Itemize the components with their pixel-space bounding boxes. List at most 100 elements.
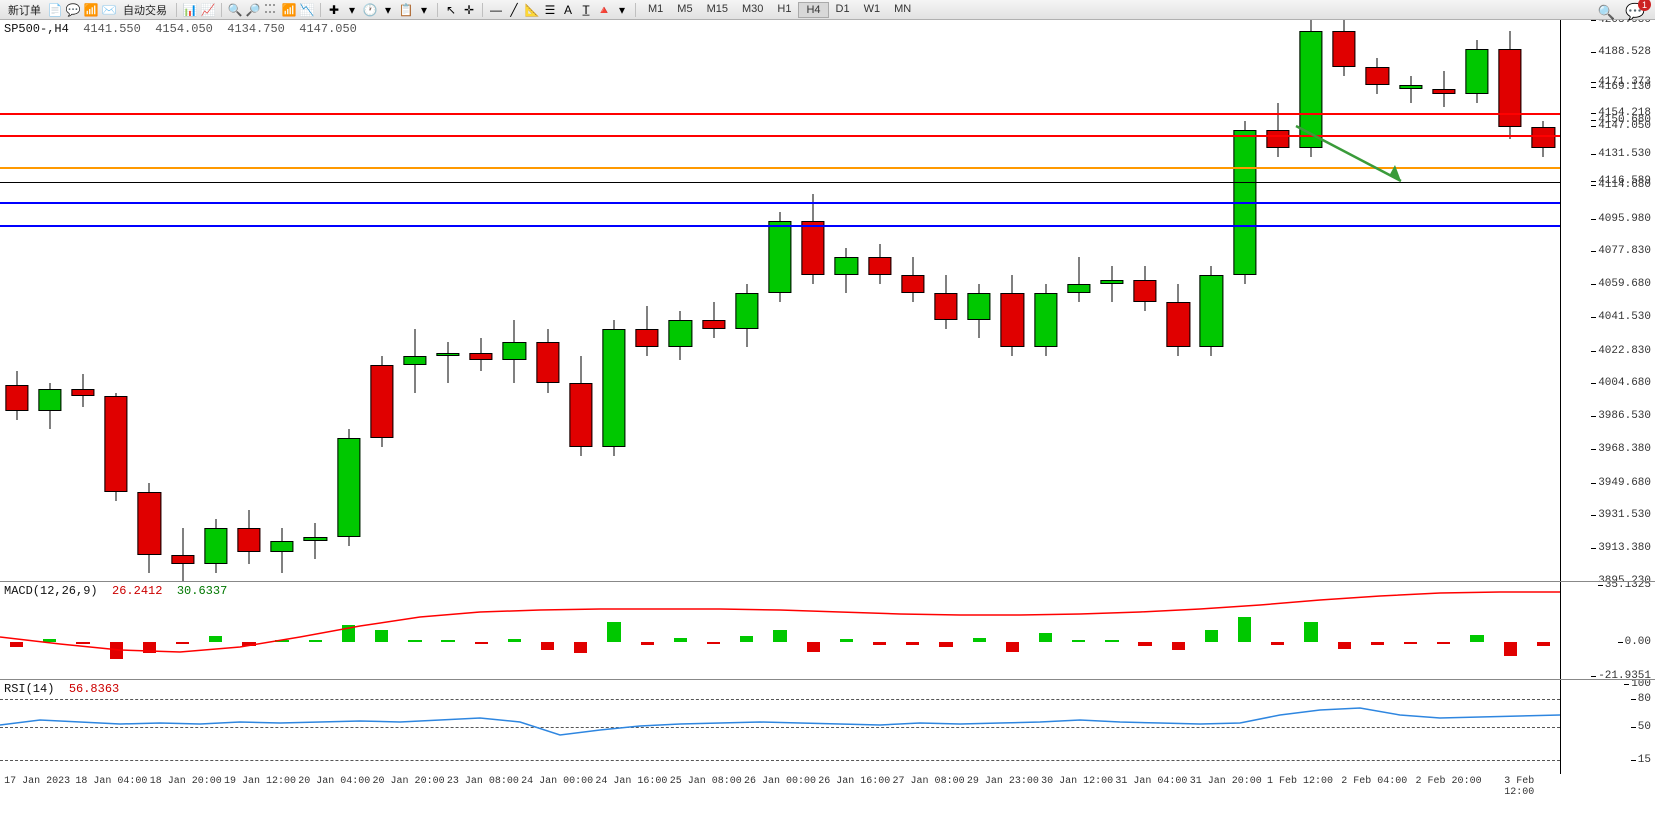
candle-wick[interactable]	[1111, 266, 1112, 302]
time-axis-tick[interactable]: 24 Jan 00:00	[521, 776, 593, 787]
search-icon[interactable]: 🔍	[1598, 4, 1615, 21]
signal-icon[interactable]: 📶	[83, 2, 99, 18]
zoom-out-icon[interactable]: 🔎	[245, 2, 261, 18]
time-axis-tick[interactable]: 18 Jan 20:00	[150, 776, 222, 787]
candle-body[interactable]	[1200, 275, 1223, 347]
macd-axis-tick[interactable]: 35.1325	[1605, 582, 1651, 591]
price-axis-tick[interactable]: 4147.050	[1598, 120, 1651, 132]
candle-body[interactable]	[1001, 293, 1024, 347]
candle-body[interactable]	[370, 365, 393, 437]
resistance-line-1[interactable]	[0, 113, 1560, 115]
time-axis-tick[interactable]: 30 Jan 12:00	[1041, 776, 1113, 787]
timeframe-m1[interactable]: M1	[641, 2, 670, 18]
price-axis-tick[interactable]: 3968.380	[1598, 443, 1651, 455]
price-axis-tick[interactable]: 3949.680	[1598, 477, 1651, 489]
price-axis-tick[interactable]: 4114.680	[1598, 179, 1651, 191]
zoom-in-icon[interactable]: 🔍	[227, 2, 243, 18]
line-icon[interactable]: —	[488, 2, 504, 18]
chart-bar-up-icon[interactable]: 📶	[281, 2, 297, 18]
shapes-icon[interactable]: 🔺	[596, 2, 612, 18]
candlestick-series[interactable]	[0, 20, 1560, 581]
candle-wick[interactable]	[448, 342, 449, 384]
candle-body[interactable]	[735, 293, 758, 329]
candle-body[interactable]	[1532, 127, 1555, 149]
candle-body[interactable]	[237, 528, 260, 552]
timeframe-m5[interactable]: M5	[670, 2, 699, 18]
macd-axis-tick[interactable]: 0.00	[1625, 636, 1651, 648]
candle-body[interactable]	[38, 389, 61, 411]
time-axis-tick[interactable]: 24 Jan 16:00	[595, 776, 667, 787]
channel-icon[interactable]: ☰	[542, 2, 558, 18]
macd-axis-tick[interactable]: -21.9351	[1598, 670, 1651, 680]
price-axis-tick[interactable]: 4188.528	[1598, 46, 1651, 58]
dropdown-chevron-1[interactable]: ▾	[344, 2, 360, 18]
candle-body[interactable]	[171, 555, 194, 564]
arrow-pointer-icon[interactable]: ↖	[443, 2, 459, 18]
rsi-axis-tick[interactable]: 15	[1638, 754, 1651, 766]
time-axis-tick[interactable]: 26 Jan 00:00	[744, 776, 816, 787]
candle-wick[interactable]	[1410, 76, 1411, 103]
timeframe-d1[interactable]: D1	[829, 2, 857, 18]
time-axis[interactable]: 17 Jan 2023 18 Jan 04:00 18 Jan 20:00 19 Ja…	[0, 774, 1560, 794]
candle-body[interactable]	[1366, 67, 1389, 85]
candle-body[interactable]	[569, 383, 592, 446]
time-axis-tick[interactable]: 19 Jan 12:00	[224, 776, 296, 787]
dropdown-chevron-2[interactable]: ▾	[380, 2, 396, 18]
candle-body[interactable]	[105, 396, 128, 492]
candle-body[interactable]	[768, 221, 791, 293]
candle-body[interactable]	[1067, 284, 1090, 293]
timeframe-m30[interactable]: M30	[735, 2, 770, 18]
chart-bar-down-icon[interactable]: 📉	[299, 2, 315, 18]
price-axis-tick[interactable]: 3931.530	[1598, 509, 1651, 521]
crosshair-icon[interactable]: ✛	[461, 2, 477, 18]
price-axis-tick[interactable]: 3913.380	[1598, 542, 1651, 554]
notification-icon[interactable]: 💬 1	[1625, 2, 1645, 22]
macd-axis[interactable]: 35.1325 0.00 -21.9351	[1560, 582, 1655, 679]
candle-body[interactable]	[602, 329, 625, 447]
trend-arrow-annotation[interactable]	[1291, 121, 1411, 191]
time-axis-tick[interactable]: 27 Jan 08:00	[893, 776, 965, 787]
time-axis-tick[interactable]: 23 Jan 08:00	[447, 776, 519, 787]
candle-body[interactable]	[1432, 89, 1455, 94]
candle-wick[interactable]	[315, 523, 316, 559]
rsi-axis[interactable]: 100 80 50 15	[1560, 680, 1655, 774]
time-axis-tick[interactable]: 2 Feb 20:00	[1416, 776, 1482, 787]
price-axis-tick[interactable]: 4041.530	[1598, 311, 1651, 323]
price-panel[interactable]: SP500-,H4 4141.550 4154.050 4134.750 414…	[0, 20, 1655, 582]
candle-body[interactable]	[1034, 293, 1057, 347]
new-order-icon[interactable]: 📄	[47, 2, 63, 18]
candle-body[interactable]	[1167, 302, 1190, 347]
candle-body[interactable]	[636, 329, 659, 347]
candle-body[interactable]	[669, 320, 692, 347]
candle-body[interactable]	[1100, 280, 1123, 284]
text-a-icon[interactable]: A	[560, 2, 576, 18]
support-line-2[interactable]	[0, 225, 1560, 227]
rsi-line[interactable]	[0, 680, 1560, 774]
candle-body[interactable]	[702, 320, 725, 329]
time-axis-tick[interactable]: 3 Feb 12:00	[1504, 776, 1541, 798]
timeframe-h4[interactable]: H4	[798, 2, 828, 18]
candle-body[interactable]	[868, 257, 891, 275]
price-axis-tick[interactable]: 4059.680	[1598, 278, 1651, 290]
new-chart-icon[interactable]: 📊	[182, 2, 198, 18]
candle-body[interactable]	[503, 342, 526, 360]
candle-body[interactable]	[1133, 280, 1156, 302]
auto-trade-label[interactable]: 自动交易	[119, 2, 171, 18]
candle-body[interactable]	[901, 275, 924, 293]
price-axis-tick[interactable]: 4022.830	[1598, 345, 1651, 357]
time-axis-tick[interactable]: 29 Jan 23:00	[967, 776, 1039, 787]
candle-body[interactable]	[1399, 85, 1422, 89]
clock-icon[interactable]: 🕐	[362, 2, 378, 18]
time-axis-tick[interactable]: 18 Jan 04:00	[75, 776, 147, 787]
price-axis-tick[interactable]: 4169.130	[1598, 81, 1651, 93]
timeframe-m15[interactable]: M15	[700, 2, 735, 18]
price-axis-tick[interactable]: 3895.230	[1598, 575, 1651, 582]
candle-body[interactable]	[138, 492, 161, 555]
rsi-panel[interactable]: RSI(14) 56.8363 100 80 50 15	[0, 680, 1655, 774]
candle-body[interactable]	[968, 293, 991, 320]
dropdown-chevron-3[interactable]: ▾	[416, 2, 432, 18]
price-axis-tick[interactable]: 3986.530	[1598, 410, 1651, 422]
time-axis-tick[interactable]: 31 Jan 04:00	[1115, 776, 1187, 787]
time-axis-tick[interactable]: 2 Feb 04:00	[1341, 776, 1407, 787]
candle-body[interactable]	[304, 537, 327, 541]
